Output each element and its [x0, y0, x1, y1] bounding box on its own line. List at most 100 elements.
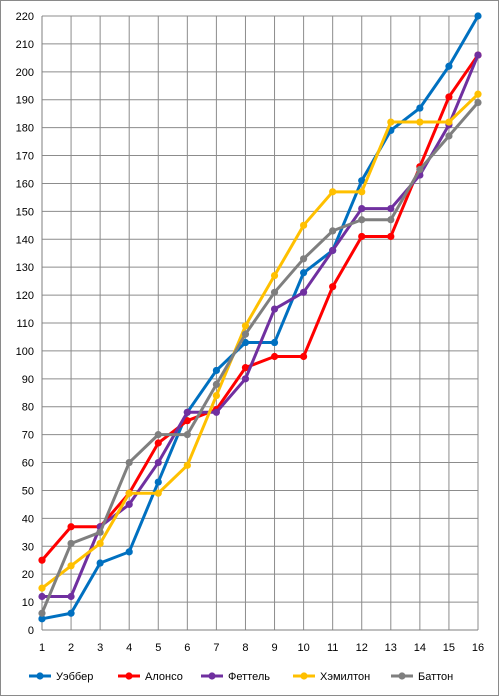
data-point [96, 528, 104, 536]
data-point [300, 352, 308, 361]
data-point [300, 255, 308, 263]
legend-label: Феттель [228, 671, 270, 683]
x-tick-label: 3 [97, 642, 103, 654]
data-point [300, 269, 308, 277]
y-tick-label: 200 [16, 67, 34, 79]
legend-label: Баттон [418, 671, 453, 683]
data-point [38, 556, 46, 564]
legend-swatch-marker [36, 672, 44, 680]
data-point [358, 232, 366, 241]
data-point [125, 548, 133, 556]
data-point [241, 330, 250, 338]
data-point [416, 165, 424, 174]
data-point [300, 288, 308, 296]
data-point [67, 592, 75, 601]
data-point [387, 232, 395, 241]
y-tick-label: 0 [28, 625, 34, 637]
data-point [212, 380, 220, 388]
data-point [38, 584, 46, 592]
data-point [270, 352, 279, 361]
data-point [416, 118, 424, 126]
data-point [329, 188, 337, 196]
x-tick-label: 4 [126, 642, 132, 654]
legend-swatch-marker [300, 672, 308, 680]
legend-swatch-marker [398, 672, 406, 680]
data-point [300, 221, 308, 229]
series-2 [38, 51, 482, 564]
data-point [125, 489, 133, 497]
data-point [387, 216, 395, 224]
x-tick-label: 13 [385, 642, 397, 654]
data-point [241, 322, 250, 330]
x-tick-label: 6 [184, 642, 190, 654]
series-line [40, 92, 480, 590]
data-point [416, 104, 424, 112]
y-tick-label: 80 [22, 402, 34, 414]
data-point [241, 364, 250, 372]
legend-entry: Баттон [391, 671, 453, 683]
series-5 [38, 98, 482, 617]
y-tick-label: 130 [16, 262, 34, 274]
legend-entry: Феттель [201, 671, 270, 683]
y-tick-label: 160 [16, 178, 34, 190]
data-point [67, 523, 75, 531]
data-point [183, 431, 191, 439]
data-point [474, 98, 482, 107]
data-point [38, 615, 46, 623]
series-line [40, 53, 480, 562]
legend-label: Уэббер [56, 671, 93, 683]
data-point [183, 461, 191, 469]
data-point [212, 366, 220, 375]
data-point [329, 227, 337, 235]
data-point [358, 204, 366, 213]
x-tick-label: 15 [443, 642, 455, 654]
data-point [125, 500, 133, 509]
data-point [387, 204, 395, 213]
x-tick-label: 7 [213, 642, 219, 654]
y-tick-label: 30 [22, 541, 34, 553]
data-point [212, 391, 220, 400]
y-tick-label: 40 [22, 513, 34, 525]
data-point [154, 478, 162, 486]
y-tick-label: 100 [16, 346, 34, 358]
data-point [358, 216, 366, 224]
data-point [474, 90, 482, 98]
legend-swatch-marker [208, 672, 216, 680]
series-lines [38, 12, 482, 623]
series-1 [38, 12, 482, 623]
series-line [40, 101, 480, 615]
data-point [241, 375, 250, 383]
legend-entry: Уэббер [29, 671, 93, 683]
legend: Уэббер Алонсо Феттель Хэмилтон Баттон [29, 671, 453, 683]
data-point [445, 93, 453, 101]
data-point [241, 338, 250, 347]
legend-swatch-marker [125, 672, 133, 680]
legend-entry: Алонсо [118, 671, 183, 683]
x-tick-label: 5 [155, 642, 161, 654]
y-tick-label: 70 [22, 430, 34, 442]
x-tick-label: 2 [68, 642, 74, 654]
x-tick-label: 9 [271, 642, 277, 654]
data-point [212, 408, 220, 416]
grid [41, 15, 479, 631]
data-point [67, 539, 75, 548]
data-point [183, 417, 191, 425]
x-tick-label: 10 [297, 642, 309, 654]
series-4 [38, 90, 482, 592]
data-point [38, 592, 46, 601]
data-point [270, 338, 279, 347]
data-point [445, 132, 453, 140]
data-point [387, 118, 395, 126]
data-point [329, 246, 337, 255]
y-tick-label: 150 [16, 206, 34, 218]
data-point [67, 609, 75, 617]
data-point [154, 431, 162, 439]
y-tick-label: 50 [22, 485, 34, 497]
y-tick-label: 110 [16, 318, 34, 330]
y-tick-label: 60 [22, 458, 34, 470]
y-tick-label: 210 [16, 39, 34, 51]
data-point [329, 283, 337, 291]
y-tick-label: 120 [16, 290, 34, 302]
